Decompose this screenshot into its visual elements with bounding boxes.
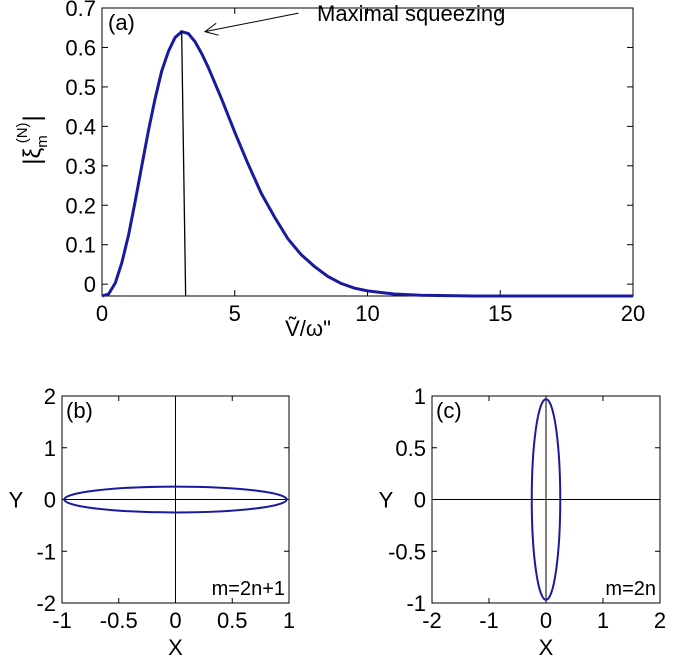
y-tick-label: 1 bbox=[414, 384, 426, 409]
y-tick-label: 0 bbox=[414, 488, 426, 513]
y-label-sup: (N) bbox=[14, 122, 31, 143]
panel-a: 0 5 10 15 20 0 0.1 0.2 0.3 0.4 0.5 0.6 0.7 Maximal s… bbox=[14, 0, 645, 341]
panel-c-label: (c) bbox=[436, 398, 462, 423]
panel-a-y-axis-label: |ξm(N)| bbox=[14, 115, 51, 165]
panel-b-label: (b) bbox=[66, 398, 93, 423]
y-tick-label: 0.2 bbox=[65, 193, 96, 218]
panel-c-ellipse bbox=[530, 398, 562, 601]
y-tick-label: 0 bbox=[44, 488, 56, 513]
x-tick-label: 0 bbox=[96, 301, 108, 326]
y-tick-label: 0.5 bbox=[65, 75, 96, 100]
y-tick-label: -1 bbox=[36, 539, 56, 564]
x-tick-label: 2 bbox=[654, 608, 666, 633]
x-tick-label: 1 bbox=[597, 608, 609, 633]
panel-a-curve bbox=[101, 30, 633, 298]
y-label-close: | bbox=[19, 115, 46, 121]
panel-a-label: (a) bbox=[108, 10, 135, 35]
panel-b-corner-label: m=2n+1 bbox=[212, 578, 285, 600]
y-tick-label: -1 bbox=[406, 591, 426, 616]
max-squeezing-line bbox=[181, 31, 187, 297]
annotation-arrow bbox=[204, 12, 299, 33]
y-tick-label: 2 bbox=[44, 384, 56, 409]
x-tick-label: 10 bbox=[355, 301, 379, 326]
y-tick-label: 0.4 bbox=[65, 114, 96, 139]
panel-b-x-axis-label: X bbox=[168, 635, 183, 660]
x-tick-label: 1 bbox=[283, 608, 295, 633]
panel-c-x-axis-label: X bbox=[539, 635, 554, 660]
y-tick-label: -2 bbox=[36, 591, 56, 616]
x-tick-label: 0 bbox=[540, 608, 552, 633]
y-tick-label: 0 bbox=[84, 272, 96, 297]
panel-c-ticks: -2 -1 0 1 2-1-0.500.51 bbox=[388, 384, 666, 633]
svg-text:|ξm(N)|: |ξm(N)| bbox=[14, 115, 51, 165]
annotation-arrowhead bbox=[203, 22, 219, 36]
y-tick-label: 0.3 bbox=[65, 154, 96, 179]
panel-b-ellipse bbox=[63, 485, 288, 514]
y-tick-label: 0.7 bbox=[65, 0, 96, 21]
panel-a-ticks: 0 5 10 15 20 0 0.1 0.2 0.3 0.4 0.5 0.6 0.7 bbox=[65, 0, 645, 326]
x-tick-label: -1 bbox=[479, 608, 499, 633]
y-tick-label: 0.6 bbox=[65, 35, 96, 60]
x-tick-label: -1 bbox=[52, 608, 72, 633]
panel-a-x-axis-label: Ṽ/ω" bbox=[285, 316, 331, 341]
panel-b-y-axis-label: Y bbox=[9, 488, 24, 513]
panel-c-corner-label: m=2n bbox=[605, 578, 656, 600]
x-tick-label: -2 bbox=[422, 608, 442, 633]
annotation-label: Maximal squeezing bbox=[317, 1, 505, 26]
x-tick-label: 0 bbox=[169, 608, 181, 633]
y-tick-label: -0.5 bbox=[388, 539, 426, 564]
x-tick-label: 15 bbox=[488, 301, 512, 326]
y-label-sub: m bbox=[34, 135, 51, 148]
panel-c-y-axis-label: Y bbox=[379, 488, 394, 513]
x-tick-label: -0.5 bbox=[100, 608, 138, 633]
y-tick-label: 0.1 bbox=[65, 233, 96, 258]
x-tick-label: 20 bbox=[621, 301, 645, 326]
x-tick-label: 0.5 bbox=[217, 608, 248, 633]
x-tick-label: 5 bbox=[229, 301, 241, 326]
y-label-main: |ξ bbox=[19, 148, 46, 165]
y-tick-label: 1 bbox=[44, 436, 56, 461]
panel-c: -2 -1 0 1 2-1-0.500.51 (c) m=2n X Y bbox=[379, 384, 666, 660]
y-tick-label: 0.5 bbox=[395, 436, 426, 461]
